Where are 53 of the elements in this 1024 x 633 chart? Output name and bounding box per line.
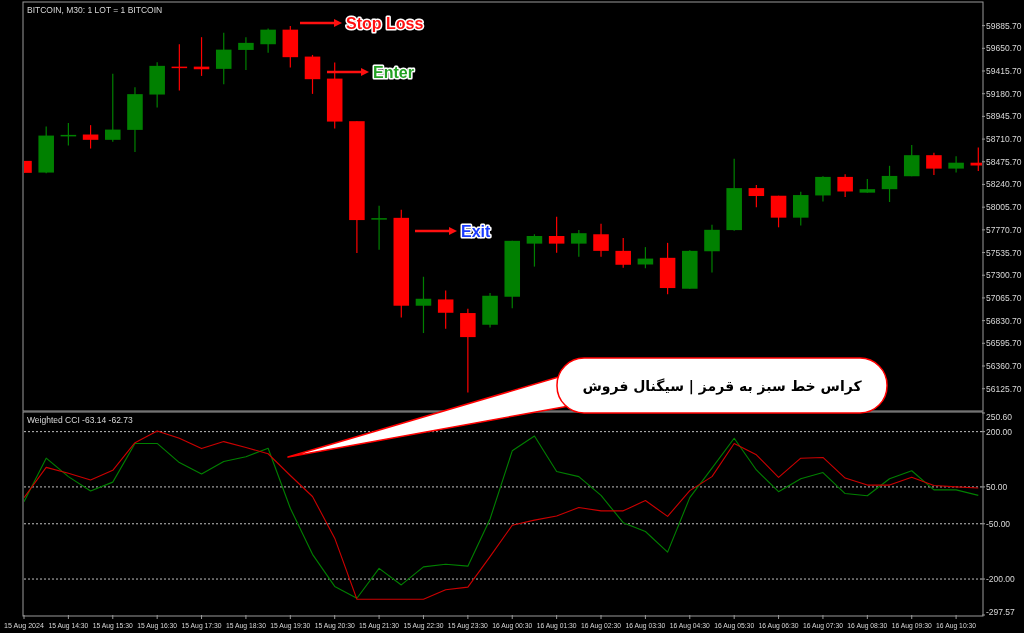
candlestick bbox=[260, 27, 276, 54]
candlestick bbox=[837, 173, 853, 198]
chart-title: Weighted CCI -63.14 -62.73 bbox=[27, 415, 133, 425]
y-tick-label: 59180.70 bbox=[986, 88, 1022, 99]
candlestick bbox=[215, 32, 232, 85]
y-tick-label: 57770.70 bbox=[986, 224, 1022, 235]
chart-title: BITCOIN, M30: 1 LOT = 1 BITCOIN bbox=[27, 5, 163, 15]
candlestick bbox=[437, 289, 454, 330]
candlestick bbox=[748, 184, 765, 208]
candlestick bbox=[903, 144, 920, 177]
y-tick-label: 59885.70 bbox=[986, 20, 1022, 31]
y-tick-label: 50.00 bbox=[986, 481, 1008, 492]
candlestick bbox=[415, 276, 432, 334]
y-tick-label: 58945.70 bbox=[986, 111, 1022, 122]
candlestick bbox=[948, 155, 964, 174]
annotation: Stop Loss bbox=[346, 15, 424, 32]
y-tick-label: -50.00 bbox=[986, 518, 1011, 529]
annotation: Exit bbox=[461, 223, 492, 240]
candlestick bbox=[526, 233, 543, 268]
y-tick-label: 59650.70 bbox=[986, 43, 1022, 54]
y-tick-label: 57300.70 bbox=[986, 270, 1022, 281]
y-tick-label: 58475.70 bbox=[986, 156, 1022, 167]
y-tick-label: 56125.70 bbox=[986, 383, 1022, 394]
y-tick-label: 57065.70 bbox=[986, 292, 1022, 303]
candlestick bbox=[371, 205, 387, 251]
candlestick bbox=[815, 175, 831, 203]
candlestick bbox=[615, 237, 631, 269]
y-tick-label: 58710.70 bbox=[986, 134, 1022, 145]
candlestick bbox=[926, 152, 942, 176]
candlestick bbox=[881, 165, 898, 203]
candlestick bbox=[304, 54, 321, 95]
candlestick bbox=[792, 191, 809, 227]
candlestick bbox=[82, 124, 99, 150]
candlestick bbox=[548, 216, 565, 254]
y-tick-label: 57535.70 bbox=[986, 247, 1022, 258]
candlestick bbox=[593, 223, 609, 258]
candlestick bbox=[238, 36, 254, 71]
y-tick-label: 56595.70 bbox=[986, 338, 1022, 349]
y-tick-label: 200.00 bbox=[986, 426, 1013, 437]
y-tick-label: 58005.70 bbox=[986, 202, 1022, 213]
annotation: Enter bbox=[373, 64, 414, 81]
y-tick-label: -297.57 bbox=[986, 607, 1016, 617]
y-tick-label: 58240.70 bbox=[986, 179, 1022, 190]
candlestick bbox=[105, 73, 121, 143]
candlestick bbox=[704, 224, 720, 274]
y-tick-label: 250.60 bbox=[986, 412, 1013, 422]
y-tick-label: -200.00 bbox=[986, 574, 1016, 585]
y-tick-label: 59415.70 bbox=[986, 66, 1022, 77]
candlestick bbox=[770, 195, 787, 228]
y-tick-label: 56830.70 bbox=[986, 315, 1022, 326]
annotation: کراس خط سبز به قرمز | سیگنال فروش bbox=[582, 377, 863, 395]
candlestick bbox=[571, 229, 587, 258]
y-tick-label: 56360.70 bbox=[986, 361, 1022, 371]
